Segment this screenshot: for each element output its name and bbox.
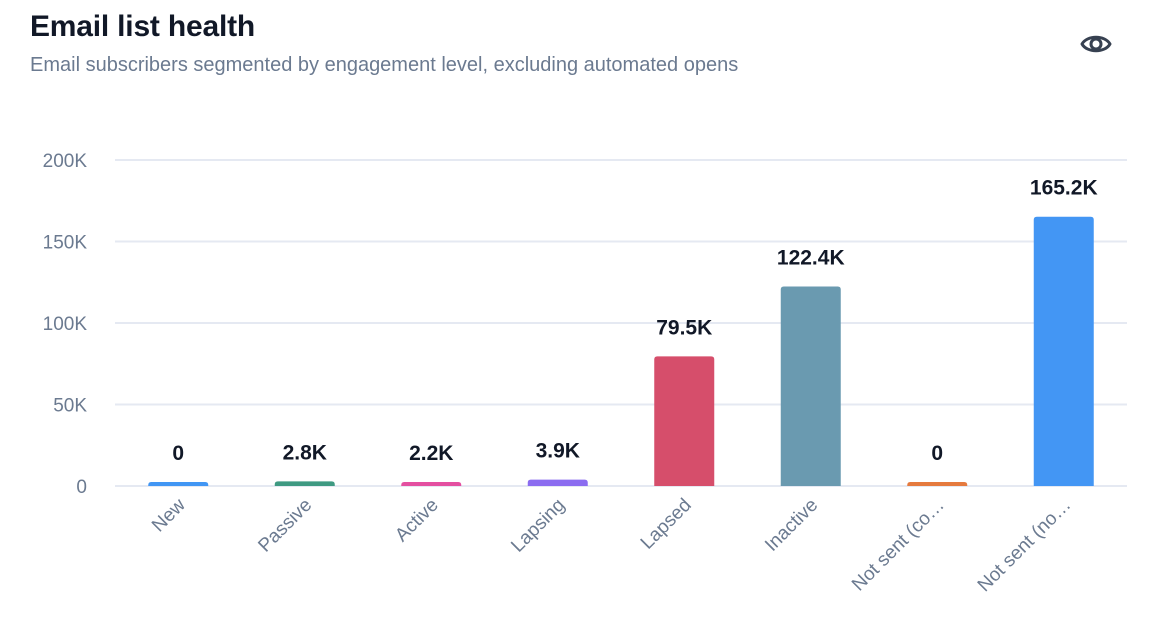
bars bbox=[148, 216, 1094, 486]
x-tick-label: Not sent (co… bbox=[848, 495, 949, 596]
data-label: 0 bbox=[172, 442, 184, 465]
gridlines bbox=[115, 159, 1127, 487]
x-tick-label: Lapsed bbox=[637, 495, 696, 554]
y-tick-label: 150K bbox=[43, 233, 88, 254]
bar-inactive[interactable] bbox=[780, 286, 841, 486]
data-labels: 0 2.8K 2.2K 3.9K 79.5K 122.4K 0 165.2K bbox=[172, 177, 1097, 465]
bar-lapsing[interactable] bbox=[527, 479, 588, 486]
data-label: 79.5K bbox=[656, 316, 712, 339]
y-axis: 0 50K 100K 150K 200K bbox=[43, 151, 88, 498]
bar-passive[interactable] bbox=[274, 481, 335, 486]
bar-lapsed[interactable] bbox=[654, 356, 715, 486]
x-tick-label: New bbox=[148, 494, 190, 536]
data-label: 122.4K bbox=[777, 246, 845, 269]
bar-not-sent-co[interactable] bbox=[907, 482, 968, 486]
data-label: 0 bbox=[931, 442, 943, 465]
data-label: 165.2K bbox=[1030, 177, 1098, 200]
eye-icon[interactable] bbox=[1078, 30, 1114, 58]
y-tick-label: 100K bbox=[43, 314, 88, 335]
x-tick-label: Not sent (no… bbox=[974, 495, 1075, 596]
x-axis: New Passive Active Lapsing Lapsed Inactive Not… bbox=[148, 494, 1075, 596]
x-tick-label: Active bbox=[391, 495, 442, 546]
x-tick-label: Lapsing bbox=[507, 495, 569, 557]
chart-title: Email list health bbox=[30, 10, 255, 43]
y-tick-label: 200K bbox=[43, 151, 88, 172]
bar-new[interactable] bbox=[148, 482, 209, 486]
data-label: 3.9K bbox=[536, 440, 580, 463]
y-tick-label: 0 bbox=[76, 477, 87, 498]
y-tick-label: 50K bbox=[53, 396, 87, 417]
data-label: 2.8K bbox=[283, 441, 327, 464]
x-tick-label: Inactive bbox=[761, 495, 822, 556]
data-label: 2.2K bbox=[409, 442, 453, 465]
bar-active[interactable] bbox=[401, 482, 462, 486]
bar-not-sent-no[interactable] bbox=[1033, 216, 1094, 486]
x-tick-label: Passive bbox=[254, 495, 316, 557]
chart-subtitle: Email subscribers segmented by engagemen… bbox=[30, 54, 739, 76]
